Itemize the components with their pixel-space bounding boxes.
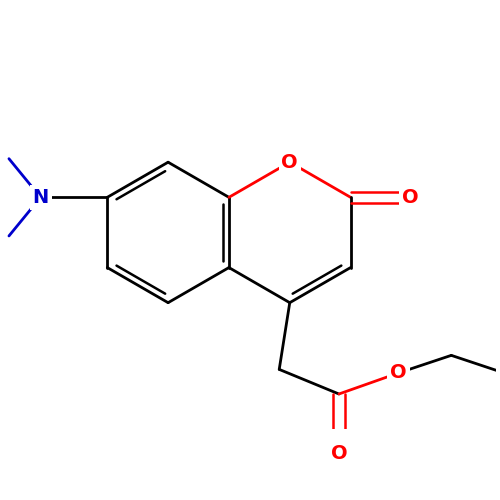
Text: O: O [330,444,347,463]
Text: O: O [282,152,298,172]
Text: N: N [32,188,48,207]
Text: O: O [390,364,407,382]
Text: O: O [402,188,418,207]
